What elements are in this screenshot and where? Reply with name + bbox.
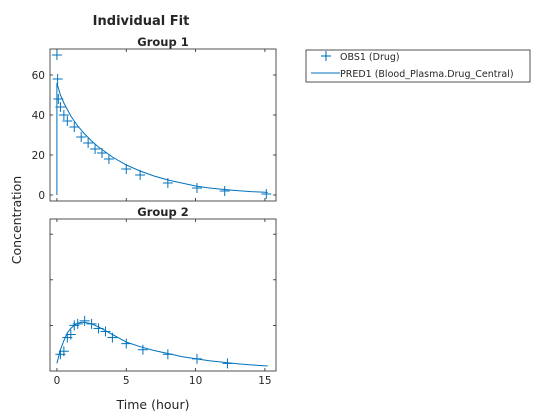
obs-point [65,329,76,340]
obs-point [135,170,146,180]
obs-point [100,326,111,337]
x-tick-label: 5 [123,375,130,387]
panel-title-group-1: Group 1 [137,35,188,49]
y-tick-label: 40 [32,110,45,122]
obs-point [137,344,148,355]
x-tick-label: 10 [189,375,202,387]
obs-point [58,346,69,357]
axes-box [49,48,277,202]
obs-point [261,189,272,199]
legend-label-pred: PRED1 (Blood_Plasma.Drug_Central) [340,69,514,80]
obs-point [58,110,69,120]
panel-title-group-2: Group 2 [137,205,188,219]
obs-point [69,122,80,132]
y-tick-label: 20 [32,150,45,162]
panel-group-2: Group 2 0 5 10 15 [49,205,277,387]
y-tick-label: 0 [38,190,45,202]
x-tick-label: 15 [258,375,271,387]
figure-title: Individual Fit [93,14,190,29]
obs-point [191,183,202,193]
axes-box [49,218,277,372]
obs-point [103,154,114,164]
pred-line [56,321,268,367]
panel-group-1: Group 1 0 20 40 60 [32,35,277,202]
legend: OBS1 (Drug) PRED1 (Blood_Plasma.Drug_Cen… [305,49,531,83]
obs-point [90,144,101,154]
obs-point [121,164,132,174]
x-tick-label: 0 [54,375,61,387]
obs-point [76,132,87,142]
y-tick-label: 60 [32,70,45,82]
obs-point [62,116,73,126]
obs-point [83,138,94,148]
obs-point [51,50,62,60]
legend-label-obs: OBS1 (Drug) [340,52,400,63]
y-axis-label: Concentration [9,176,24,264]
obs-point [52,74,63,84]
legend-box [305,49,531,83]
x-axis-label: Time (hour) [116,397,190,412]
obs-point [79,315,90,326]
pred-line [56,82,268,195]
obs-point [72,318,83,329]
obs-point [219,186,230,196]
